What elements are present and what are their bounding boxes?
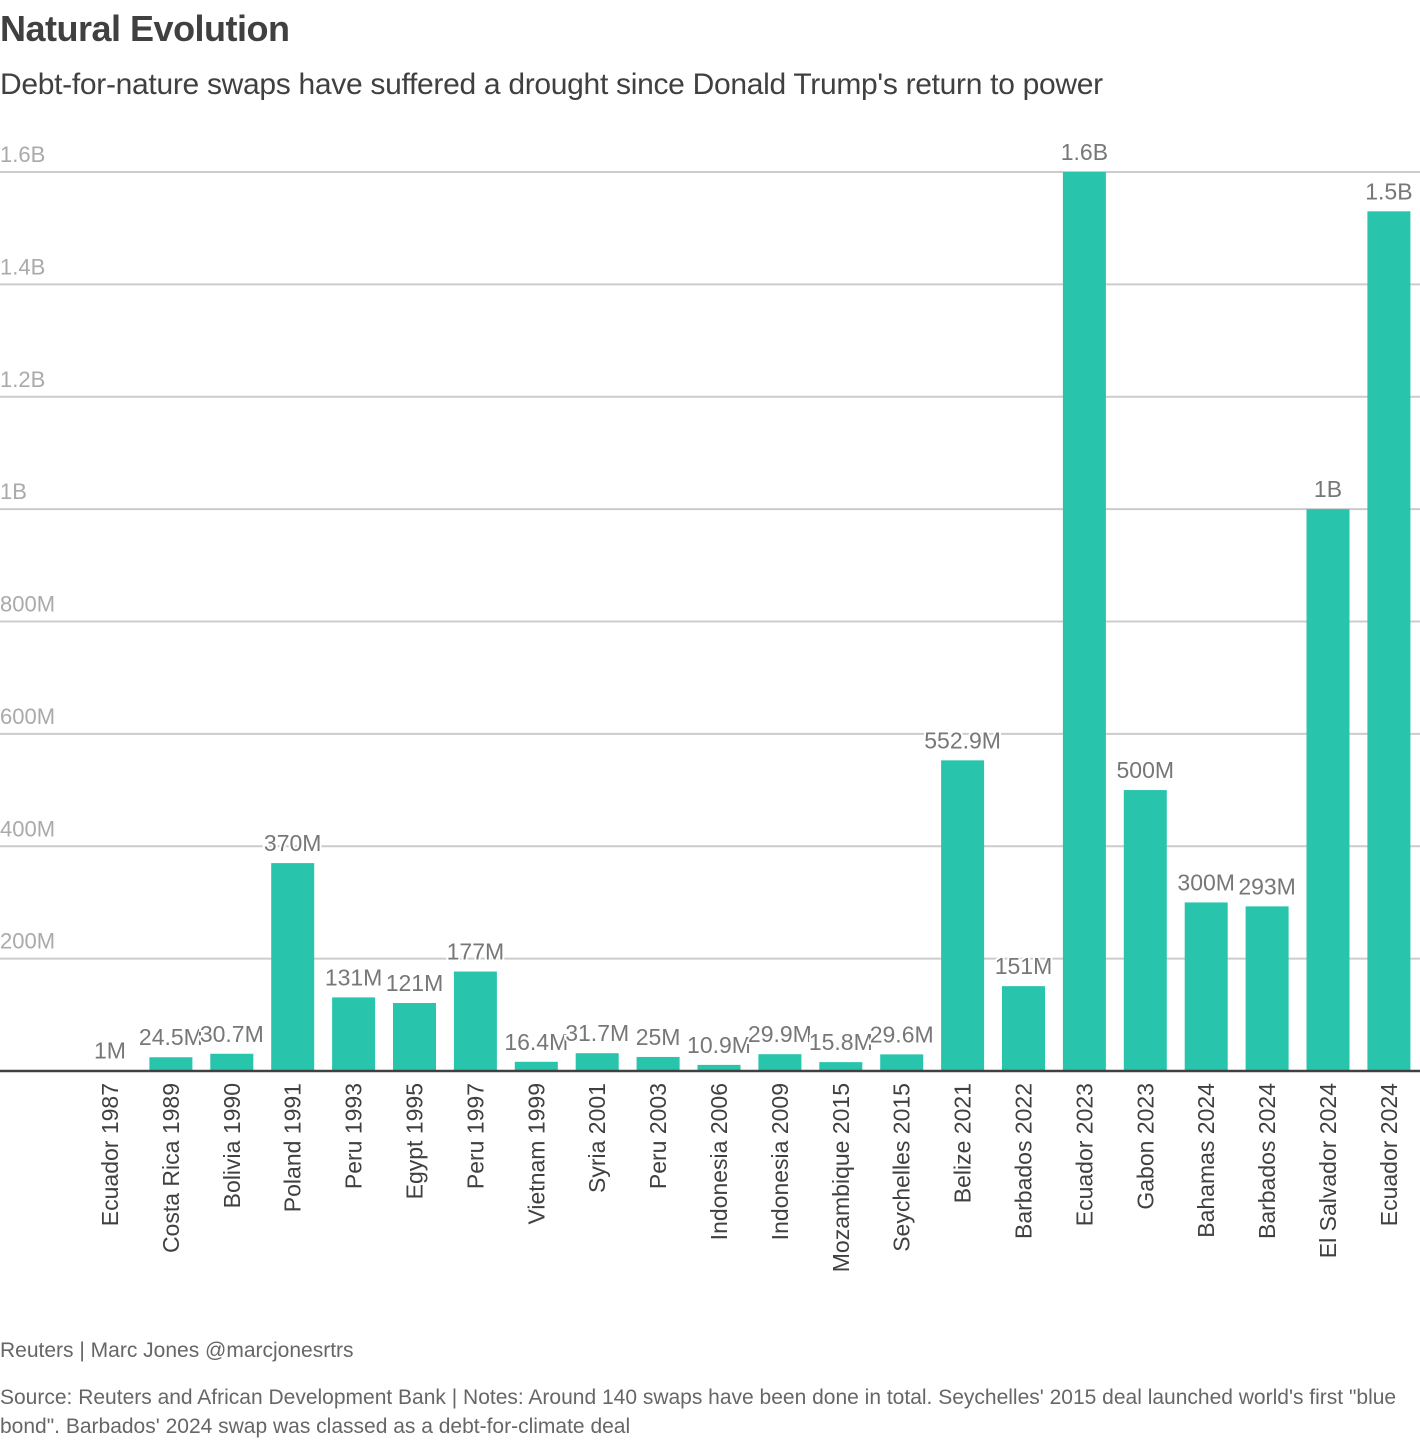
bar <box>271 863 315 1071</box>
data-label: 30.7M <box>200 1021 264 1047</box>
category-label: Bolivia 1990 <box>219 1083 245 1208</box>
data-label: 1B <box>1314 476 1342 502</box>
bar <box>1306 509 1350 1071</box>
category-label: Ecuador 2023 <box>1071 1083 1097 1226</box>
data-label: 25M <box>636 1024 681 1050</box>
category-label: Peru 1997 <box>462 1083 488 1189</box>
y-tick-label: 1.6B <box>0 142 45 167</box>
bar <box>1002 986 1045 1071</box>
category-label: Seychelles 2015 <box>889 1083 915 1252</box>
bar <box>575 1053 619 1071</box>
source-notes: Source: Reuters and African Development … <box>0 1386 1397 1438</box>
bar <box>149 1057 193 1071</box>
category-label: Ecuador 1987 <box>97 1083 123 1226</box>
y-tick-label: 1.2B <box>0 367 45 392</box>
bar <box>393 1003 436 1071</box>
bar <box>332 997 376 1071</box>
category-labels: Ecuador 1987 Costa Rica 1989 Bolivia 1990 P… <box>97 1083 1402 1272</box>
bar <box>1184 902 1228 1071</box>
data-label: 29.6M <box>870 1021 934 1047</box>
data-label: 24.5M <box>139 1024 203 1050</box>
category-label: Vietnam 1999 <box>523 1083 549 1225</box>
y-tick-label: 400M <box>0 816 55 841</box>
data-label: 15.8M <box>809 1029 873 1055</box>
data-label: 552.9M <box>924 727 1001 753</box>
category-label: Ecuador 2024 <box>1376 1083 1402 1226</box>
category-label: El Salvador 2024 <box>1315 1083 1341 1258</box>
data-label: 31.7M <box>565 1020 629 1046</box>
data-label: 300M <box>1177 869 1235 895</box>
category-label: Poland 1991 <box>280 1083 306 1212</box>
category-label: Bahamas 2024 <box>1193 1083 1219 1238</box>
bar <box>697 1064 741 1071</box>
data-label: 500M <box>1117 757 1175 783</box>
category-label: Mozambique 2015 <box>828 1083 854 1272</box>
bar <box>210 1053 254 1071</box>
category-label: Peru 1993 <box>341 1083 367 1189</box>
bar <box>1367 211 1411 1072</box>
bar <box>636 1056 680 1071</box>
category-label: Peru 2003 <box>645 1083 671 1189</box>
category-label: Barbados 2024 <box>1254 1083 1280 1239</box>
bar <box>819 1062 863 1071</box>
data-label: 131M <box>325 964 383 990</box>
bar <box>453 971 497 1071</box>
category-label: Costa Rica 1989 <box>158 1083 184 1253</box>
data-label: 370M <box>264 830 322 856</box>
bar <box>758 1054 802 1071</box>
bar <box>1245 906 1289 1071</box>
bar <box>1062 172 1106 1071</box>
data-label: 1.6B <box>1061 139 1108 165</box>
chart-subtitle: Debt-for-nature swaps have suffered a dr… <box>0 68 1103 101</box>
category-label: Barbados 2022 <box>1011 1083 1037 1239</box>
category-label: Syria 2001 <box>584 1083 610 1193</box>
category-label: Indonesia 2006 <box>706 1083 732 1240</box>
data-label: 121M <box>386 970 444 996</box>
data-label: 1M <box>94 1037 126 1063</box>
y-tick-label: 200M <box>0 929 55 954</box>
category-label: Indonesia 2009 <box>767 1083 793 1240</box>
bar <box>880 1054 924 1071</box>
data-label: 16.4M <box>504 1029 568 1055</box>
bar <box>941 760 985 1071</box>
y-tick-label: 1B <box>0 479 27 504</box>
data-label: 10.9M <box>687 1032 751 1058</box>
y-tick-label: 1.4B <box>0 254 45 279</box>
bar <box>1123 790 1167 1071</box>
data-label: 29.9M <box>748 1021 812 1047</box>
data-label: 151M <box>995 953 1053 979</box>
bar <box>514 1061 558 1071</box>
data-label: 293M <box>1238 873 1296 899</box>
category-label: Belize 2021 <box>950 1083 976 1203</box>
data-label: 1.5B <box>1365 178 1412 204</box>
bars <box>0 172 1420 1073</box>
y-tick-label: 800M <box>0 592 55 617</box>
byline: Reuters | Marc Jones @marcjonesrtrs <box>0 1339 354 1362</box>
category-label: Egypt 1995 <box>402 1083 428 1199</box>
gridlines: 200M 400M 600M 800M 1B 1.2B 1.4B 1.6B <box>0 142 1420 960</box>
data-label: 177M <box>447 939 505 965</box>
category-label: Gabon 2023 <box>1132 1083 1158 1210</box>
y-tick-label: 600M <box>0 704 55 729</box>
chart-title: Natural Evolution <box>0 8 290 49</box>
